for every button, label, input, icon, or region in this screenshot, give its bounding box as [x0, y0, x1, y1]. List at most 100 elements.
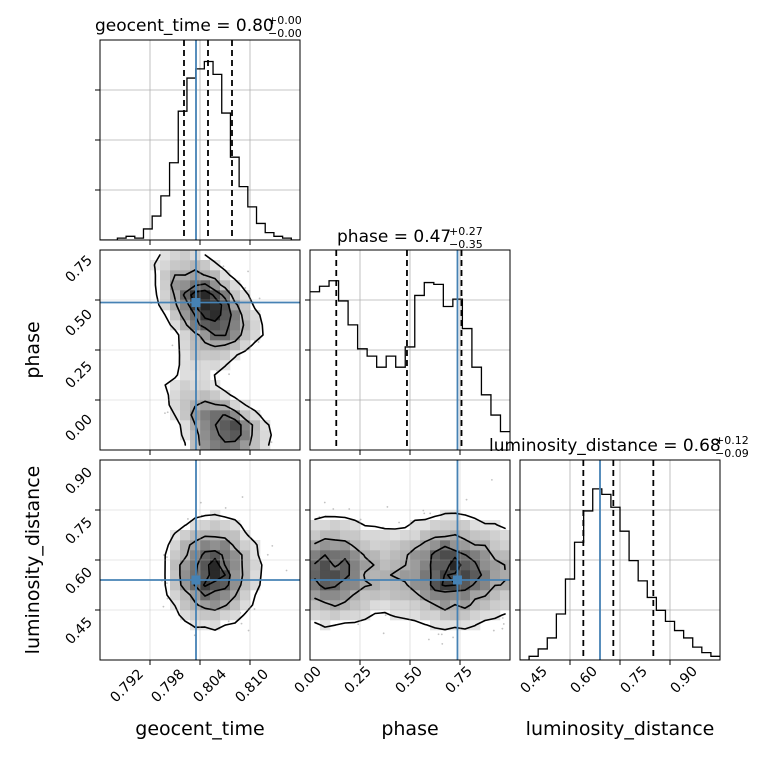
density-cell: [210, 530, 221, 541]
density-cell: [170, 530, 181, 541]
density-cell: [390, 560, 401, 571]
density-cell: [160, 290, 171, 301]
density-cell: [340, 540, 351, 551]
density-cell: [380, 560, 391, 571]
density-cell: [220, 320, 231, 331]
hist-panel-geocent_time: [100, 40, 300, 240]
density-cell: [170, 540, 181, 551]
density-cell: [180, 610, 191, 621]
density-cell: [350, 550, 361, 561]
density-cell: [400, 600, 411, 611]
density-cell: [250, 570, 261, 581]
density-cell: [370, 580, 381, 591]
density-cell: [210, 290, 221, 301]
density-cell: [210, 360, 221, 371]
density-cell: [230, 350, 241, 361]
title-phase-minus: −0.35: [449, 238, 483, 251]
density-cell: [420, 580, 431, 591]
density-cell: [220, 540, 231, 551]
density-cell: [170, 400, 181, 411]
density-cell: [390, 600, 401, 611]
title-geocent_time: geocent_time = 0.80: [95, 16, 274, 36]
density-cell: [490, 530, 501, 541]
density-cell: [320, 530, 331, 541]
density-cell: [240, 330, 251, 341]
truth-marker: [452, 575, 462, 585]
hist-step-luminosity_distance: [520, 488, 720, 660]
density-cell: [350, 580, 361, 591]
density-cell: [180, 580, 191, 591]
density-cell: [470, 600, 481, 611]
density-cell: [420, 570, 431, 581]
scatter-point: [224, 507, 227, 509]
density-cell: [310, 560, 321, 571]
scatter-point: [164, 412, 166, 415]
density-cell: [350, 520, 361, 531]
density-cell: [250, 410, 261, 421]
density-cell: [400, 540, 411, 551]
ytick-phase-1: 0.25: [62, 358, 95, 391]
density-cell: [200, 550, 211, 561]
density-cell: [260, 430, 271, 441]
density-cell: [390, 550, 401, 561]
density-cell: [180, 300, 191, 311]
scatter-point: [166, 556, 168, 558]
density-cell: [500, 590, 510, 601]
density-cell: [320, 620, 331, 631]
density-cell: [210, 520, 221, 531]
density-cell: [380, 530, 391, 541]
density-cell: [360, 570, 371, 581]
density-cell: [490, 560, 501, 571]
density-cell: [230, 340, 241, 351]
hist-step-phase: [310, 280, 510, 433]
density-cell: [240, 530, 251, 541]
density-cell: [420, 610, 431, 621]
scatter-point: [244, 287, 247, 289]
density-cell: [490, 600, 501, 611]
density-cell: [430, 520, 441, 531]
density-cell: [480, 600, 491, 611]
density-cell: [440, 530, 451, 541]
density-cell: [240, 600, 251, 611]
scatter-point: [165, 582, 168, 585]
density-cell: [420, 560, 431, 571]
density-cell: [490, 610, 501, 621]
density-cell: [480, 570, 491, 581]
scatter-point: [492, 629, 495, 632]
density-cell: [430, 610, 441, 621]
density-cell: [380, 590, 391, 601]
density-cell: [200, 260, 211, 271]
density-cell: [240, 320, 251, 331]
density-cell: [200, 320, 211, 331]
density-cell: [200, 360, 211, 371]
density-cell: [180, 310, 191, 321]
density-cell: [360, 600, 371, 611]
density-cell: [500, 600, 510, 611]
xtick-phase-1: 0.25: [341, 663, 374, 696]
density-cell: [430, 580, 441, 591]
density-cell: [210, 570, 221, 581]
density-cell: [410, 570, 421, 581]
density-cell: [330, 580, 341, 591]
scatter-point: [247, 629, 250, 632]
density-cell: [240, 590, 251, 601]
density-cell: [360, 580, 371, 591]
hist-panel-luminosity_distance: [520, 460, 720, 660]
density-cell: [230, 320, 241, 331]
density-cell: [350, 560, 361, 571]
xtick-phase-2: 0.50: [392, 663, 425, 696]
density-cell: [420, 600, 431, 611]
density-cell: [450, 520, 461, 531]
density-cell: [220, 390, 231, 401]
density-cell: [370, 540, 381, 551]
density-cell: [340, 550, 351, 561]
density-cell: [160, 260, 171, 271]
scatter-point: [166, 597, 169, 600]
density-cell: [460, 600, 471, 611]
density-cell: [490, 520, 501, 531]
density-cell: [220, 420, 231, 431]
ytick-ld-0: 0.45: [62, 614, 95, 647]
density-cell: [210, 600, 221, 611]
xtick-gt-2: 0.804: [190, 666, 230, 706]
scatter-point: [440, 633, 443, 636]
